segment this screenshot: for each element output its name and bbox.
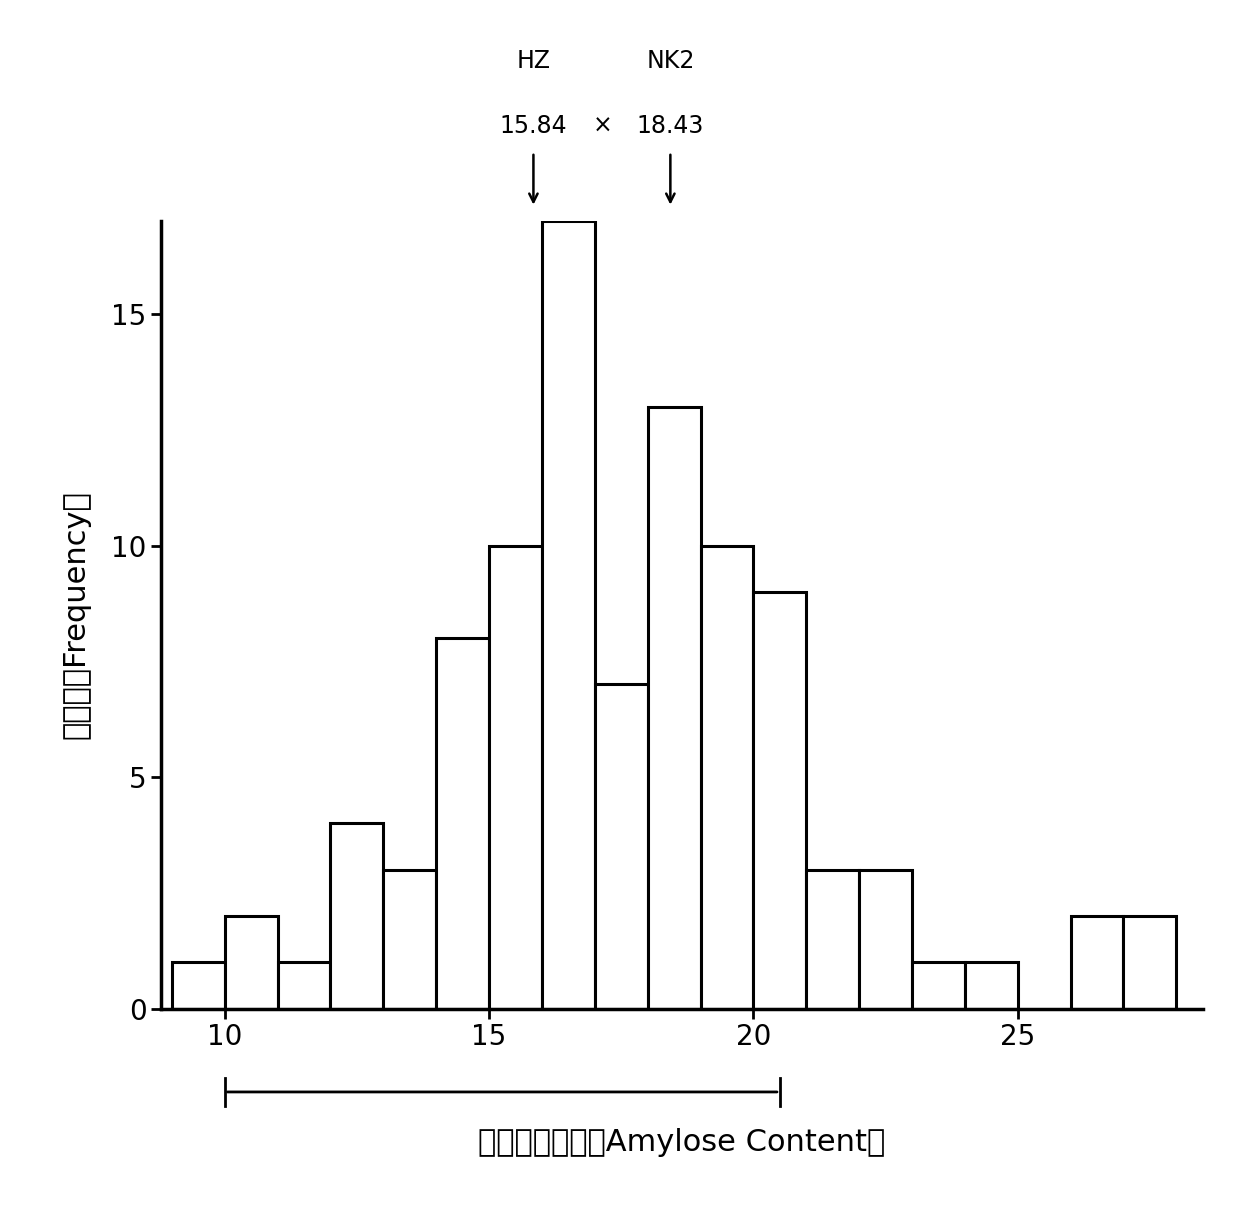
Bar bbox=[911, 962, 965, 1009]
Text: NK2: NK2 bbox=[646, 49, 694, 74]
Text: HZ: HZ bbox=[516, 49, 551, 74]
Bar bbox=[806, 870, 859, 1009]
X-axis label: 直链淠粉含量（Amylose Content）: 直链淠粉含量（Amylose Content） bbox=[479, 1128, 885, 1156]
Text: 15.84: 15.84 bbox=[500, 114, 567, 138]
Bar bbox=[489, 546, 542, 1009]
Bar bbox=[172, 962, 224, 1009]
Bar bbox=[383, 870, 436, 1009]
Bar bbox=[595, 684, 647, 1009]
Y-axis label: 株系数（Frequency）: 株系数（Frequency） bbox=[62, 491, 91, 739]
Bar bbox=[1070, 916, 1123, 1009]
Bar bbox=[330, 823, 383, 1009]
Bar bbox=[1123, 916, 1177, 1009]
Bar bbox=[224, 916, 278, 1009]
Bar bbox=[278, 962, 330, 1009]
Text: 18.43: 18.43 bbox=[636, 114, 704, 138]
Bar bbox=[859, 870, 911, 1009]
Text: ×: × bbox=[593, 114, 613, 138]
Bar bbox=[542, 221, 595, 1009]
Bar bbox=[436, 638, 489, 1009]
Bar bbox=[754, 592, 806, 1009]
Bar bbox=[647, 407, 701, 1009]
Bar bbox=[965, 962, 1018, 1009]
Bar bbox=[701, 546, 754, 1009]
